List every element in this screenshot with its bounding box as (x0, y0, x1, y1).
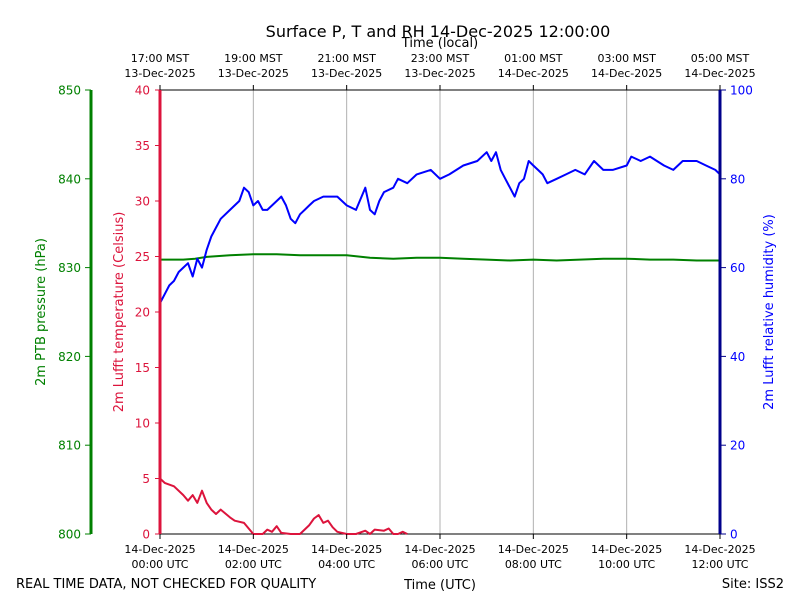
utc-tick-time: 06:00 UTC (411, 558, 468, 571)
utc-tick-time: 10:00 UTC (598, 558, 655, 571)
quality-notice: REAL TIME DATA, NOT CHECKED FOR QUALITY (16, 577, 316, 592)
utc-tick-time: 12:00 UTC (691, 558, 748, 571)
pressure-tick-label: 840 (58, 172, 81, 186)
pressure-tick-label: 820 (58, 350, 81, 364)
site-label: Site: ISS2 (722, 577, 784, 592)
humidity-tick-label: 60 (730, 261, 745, 275)
pressure-tick-label: 800 (58, 528, 81, 542)
local-tick-time: 01:00 MST (504, 52, 563, 65)
utc-tick-time: 08:00 UTC (505, 558, 562, 571)
local-tick-date: 13-Dec-2025 (218, 67, 289, 80)
utc-axis-ticks: 14-Dec-2025 00:00 UTC 14-Dec-2025 02:00 UTC… (124, 534, 756, 571)
temperature-tick-label: 15 (135, 361, 150, 375)
vertical-gridlines (252, 90, 628, 534)
local-tick-time: 03:00 MST (597, 52, 656, 65)
humidity-series-line (159, 151, 721, 304)
humidity-tick-label: 0 (730, 528, 738, 542)
top-axis-label: Time (local) (401, 36, 478, 51)
temperature-series-line (159, 477, 408, 535)
local-tick-date: 14-Dec-2025 (498, 67, 569, 80)
utc-tick-date: 14-Dec-2025 (404, 543, 475, 556)
pressure-axis-ticks: 800 810 820 830 840 850 (58, 84, 91, 542)
pressure-tick-label: 810 (58, 439, 81, 453)
pressure-axis-label: 2m PTB pressure (hPa) (34, 238, 49, 386)
temperature-axis-label: 2m Lufft temperature (Celsius) (112, 212, 127, 413)
utc-tick-date: 14-Dec-2025 (124, 543, 195, 556)
temperature-tick-label: 25 (135, 250, 150, 264)
local-tick-date: 13-Dec-2025 (124, 67, 195, 80)
utc-tick-date: 14-Dec-2025 (591, 543, 662, 556)
utc-tick-date: 14-Dec-2025 (498, 543, 569, 556)
local-tick-date: 14-Dec-2025 (684, 67, 755, 80)
utc-tick-time: 04:00 UTC (318, 558, 375, 571)
humidity-axis-ticks: 0 20 40 60 80 100 (720, 84, 753, 542)
utc-tick-date: 14-Dec-2025 (684, 543, 755, 556)
temperature-tick-label: 5 (142, 472, 150, 486)
temperature-axis-ticks: 0 5 10 15 20 25 30 35 40 (135, 84, 160, 542)
local-tick-time: 23:00 MST (411, 52, 470, 65)
temperature-tick-label: 20 (135, 306, 150, 320)
bottom-axis-label: Time (UTC) (403, 578, 476, 593)
pressure-tick-label: 850 (58, 84, 81, 98)
pressure-series-line (160, 253, 720, 262)
local-tick-date: 13-Dec-2025 (404, 67, 475, 80)
local-tick-time: 05:00 MST (691, 52, 750, 65)
temperature-tick-label: 35 (135, 139, 150, 153)
humidity-tick-label: 40 (730, 350, 745, 364)
local-axis-ticks: 17:00 MST 13-Dec-2025 19:00 MST 13-Dec-2025… (124, 52, 756, 90)
local-tick-date: 13-Dec-2025 (311, 67, 382, 80)
humidity-tick-label: 80 (730, 172, 745, 186)
pressure-tick-label: 830 (58, 261, 81, 275)
utc-tick-date: 14-Dec-2025 (218, 543, 289, 556)
local-tick-time: 17:00 MST (131, 52, 190, 65)
local-tick-time: 21:00 MST (317, 52, 376, 65)
humidity-axis-label: 2m Lufft relative humidity (%) (762, 214, 777, 410)
humidity-tick-label: 100 (730, 84, 753, 98)
series-layer (159, 151, 721, 535)
utc-tick-date: 14-Dec-2025 (311, 543, 382, 556)
local-tick-date: 14-Dec-2025 (591, 67, 662, 80)
chart-title: Surface P, T and RH 14-Dec-2025 12:00:00 (266, 22, 611, 41)
temperature-tick-label: 30 (135, 195, 150, 209)
local-tick-time: 19:00 MST (224, 52, 283, 65)
temperature-tick-label: 10 (135, 417, 150, 431)
utc-tick-time: 00:00 UTC (131, 558, 188, 571)
utc-tick-time: 02:00 UTC (225, 558, 282, 571)
temperature-tick-label: 40 (135, 84, 150, 98)
temperature-tick-label: 0 (142, 528, 150, 542)
humidity-tick-label: 20 (730, 439, 745, 453)
